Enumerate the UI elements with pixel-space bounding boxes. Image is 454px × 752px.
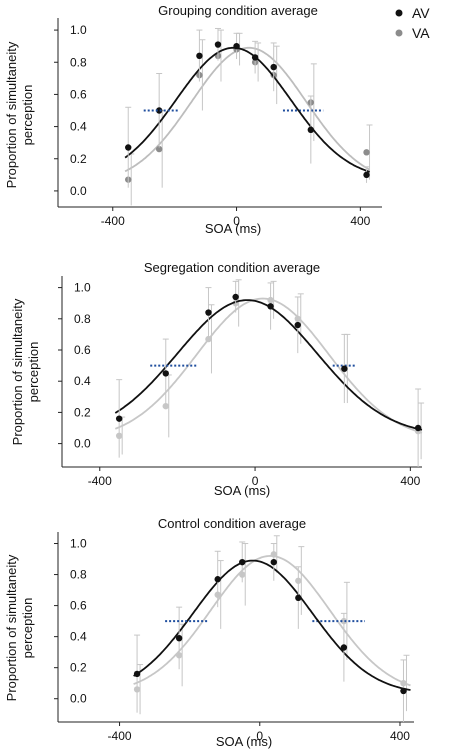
chart-title: Control condition average	[158, 516, 306, 531]
x-tick-label: 400	[400, 474, 420, 488]
y-tick-label: 0.2	[70, 661, 87, 675]
data-point-av	[233, 42, 240, 50]
x-tick-label: -400	[88, 474, 112, 488]
data-point-av	[162, 370, 169, 377]
x-axis-label: SOA (ms)	[205, 221, 261, 236]
y-tick-label: 0.2	[74, 405, 91, 419]
x-tick-label: 0	[256, 729, 263, 743]
legend-label-av: AV	[412, 5, 430, 21]
y-tick-label: 0.6	[74, 343, 91, 357]
y-tick-label: 0.6	[70, 599, 87, 613]
fit-curve-av	[124, 46, 370, 173]
y-tick-label: 0.4	[70, 630, 87, 644]
plot-area: 0.0 0.2 0.4 0.6 0.8 1.0 -400 0 400	[54, 18, 382, 228]
fit-curve-va	[133, 554, 411, 687]
y-tick-label: 0.8	[74, 312, 91, 326]
y-axis-label-line1: Proportion of simultaneity	[4, 41, 19, 188]
x-tick-label: 400	[350, 214, 370, 228]
data-point-av	[214, 576, 221, 583]
x-tick-label: -400	[108, 729, 132, 743]
y-tick-label: 1.0	[70, 537, 87, 551]
data-point-av	[125, 144, 132, 151]
legend-label-va: VA	[412, 25, 430, 41]
data-point-av	[340, 644, 348, 651]
data-point-av	[205, 309, 212, 316]
x-tick-label: -400	[101, 214, 125, 228]
data-point-av	[239, 558, 246, 566]
y-tick-label: 0.2	[70, 152, 87, 166]
data-point-va	[363, 149, 370, 156]
x-tick-label: 400	[390, 729, 410, 743]
legend-marker-av	[395, 9, 403, 17]
data-point-av	[414, 424, 422, 432]
y-tick-label: 0.4	[70, 120, 87, 134]
data-point-av	[400, 687, 407, 695]
data-point-av	[196, 52, 203, 60]
data-point-av	[232, 293, 239, 301]
y-tick-label: 0.4	[74, 374, 91, 388]
y-tick-label: 0.8	[70, 568, 87, 582]
y-tick-label: 0.0	[70, 184, 87, 198]
y-tick-label: 0.6	[70, 87, 87, 101]
panel-segregation: Segregation condition average Proportion…	[10, 260, 425, 498]
data-point-av	[251, 54, 259, 61]
data-point-av	[270, 558, 277, 566]
fit-curve-va	[124, 46, 371, 173]
y-axis-label-line1: Proportion of simultaneity	[10, 298, 25, 445]
y-axis-label-line1: Proportion of simultaneity	[4, 554, 19, 701]
y-tick-label: 1.0	[70, 23, 87, 37]
data-point-va	[155, 145, 163, 153]
data-point-av	[267, 303, 274, 310]
fit-curve-va	[114, 297, 423, 434]
plot-area: 0.0 0.2 0.4 0.6 0.8 1.0 -400 0 400	[54, 532, 414, 743]
x-axis-label: SOA (ms)	[216, 734, 272, 749]
data-point-av	[133, 670, 141, 678]
data-point-av	[270, 63, 277, 71]
x-tick-label: 0	[252, 474, 259, 488]
fit-curve-av	[114, 299, 423, 431]
y-tick-label: 1.0	[74, 281, 91, 295]
y-tick-label: 0.8	[70, 55, 87, 69]
data-point-av	[307, 126, 315, 133]
fit-curve-av	[133, 559, 411, 691]
y-tick-label: 0.0	[70, 692, 87, 706]
data-point-av	[363, 171, 370, 179]
chart-title: Segregation condition average	[144, 260, 320, 275]
data-point-av	[295, 594, 302, 602]
data-point-av	[175, 634, 183, 642]
y-axis-label-line2: perception	[26, 342, 41, 403]
data-point-av	[214, 41, 222, 48]
data-point-av	[341, 365, 348, 372]
plot-area: 0.0 0.2 0.4 0.6 0.8 1.0 -400 0 400	[58, 276, 425, 488]
data-point-va	[205, 335, 212, 343]
panel-grouping: Grouping condition average Proportion of…	[4, 3, 382, 236]
y-axis-label-line2: perception	[20, 85, 35, 146]
legend-marker-va	[395, 29, 403, 37]
chart-title: Grouping condition average	[158, 3, 318, 18]
panel-control: Control condition average Proportion of …	[4, 516, 414, 749]
y-axis-label-line2: perception	[20, 598, 35, 659]
x-tick-label: 0	[233, 214, 240, 228]
data-point-av	[155, 107, 163, 114]
x-axis-label: SOA (ms)	[214, 483, 270, 498]
data-point-av	[294, 321, 301, 329]
y-tick-label: 0.0	[74, 437, 91, 451]
legend: AV VA	[395, 5, 430, 41]
data-point-av	[115, 415, 123, 422]
